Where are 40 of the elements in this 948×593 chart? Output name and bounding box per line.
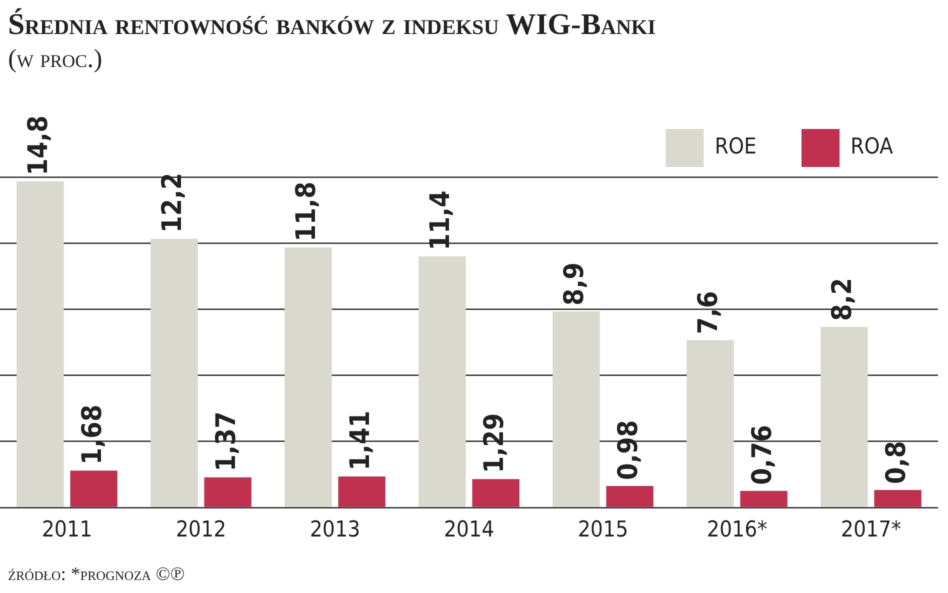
data-label: 1,29 [478,413,510,474]
data-label: 1,68 [76,404,108,465]
bar [70,470,118,507]
bar [740,490,788,507]
bar [16,181,64,507]
x-tick-label: 2012 [176,518,226,543]
x-tick-label: 2014 [444,518,494,543]
data-label: 0,76 [746,424,778,485]
bar [418,256,466,507]
data-label: 14,8 [23,115,54,176]
data-label: 0,8 [880,440,912,484]
x-tick-label: 2017* [840,518,902,543]
bar [606,486,654,507]
x-tick-label: 2011 [42,518,92,543]
x-tick-label: 2016* [706,518,768,543]
data-label: 7,6 [693,291,724,334]
bar [150,238,198,507]
data-label: 11,4 [425,190,456,250]
data-label: 8,9 [559,262,590,306]
bar [284,248,332,507]
bar [874,490,922,507]
bar [472,479,520,507]
text: źródło: *prognoza ©℗ [8,564,185,586]
bar [204,477,252,507]
chart-title: Średnia rentowność banków z indeksu WIG-Banki [8,8,656,42]
bar [686,340,734,507]
legend-label: ROE [714,134,757,160]
data-label: 1,37 [210,411,242,472]
data-label: 8,2 [827,278,858,321]
legend-label: ROA [850,134,894,160]
x-tick-label: 2013 [310,518,360,543]
chart-subtitle: (w proc.) [8,44,102,74]
bar [338,476,386,507]
data-label: 12,2 [157,172,188,233]
bar [552,311,600,507]
data-label: 0,98 [612,420,644,480]
x-tick-label: 2015 [578,518,628,543]
data-label: 11,8 [291,182,322,242]
bar [820,326,868,507]
data-label: 1,41 [344,410,376,471]
